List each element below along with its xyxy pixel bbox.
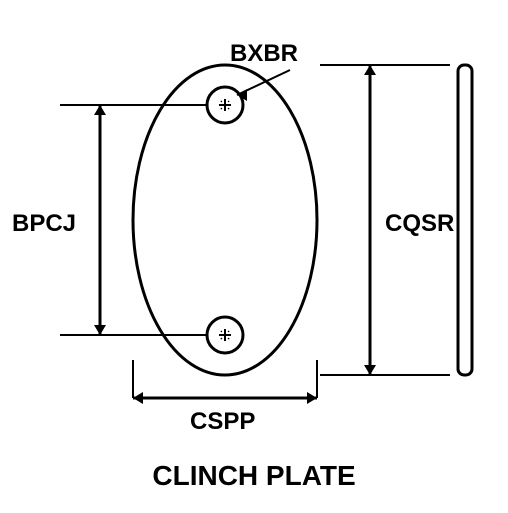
diagram-title: CLINCH PLATE <box>0 460 508 492</box>
diagram-canvas: CLINCH PLATE BPCJ BXBR CQSR CSPP <box>0 0 508 513</box>
diagram-svg <box>0 0 508 513</box>
label-cspp: CSPP <box>190 408 255 436</box>
label-cqsr: CQSR <box>385 210 454 238</box>
label-bpcj: BPCJ <box>12 210 76 238</box>
label-bxbr: BXBR <box>230 40 298 68</box>
